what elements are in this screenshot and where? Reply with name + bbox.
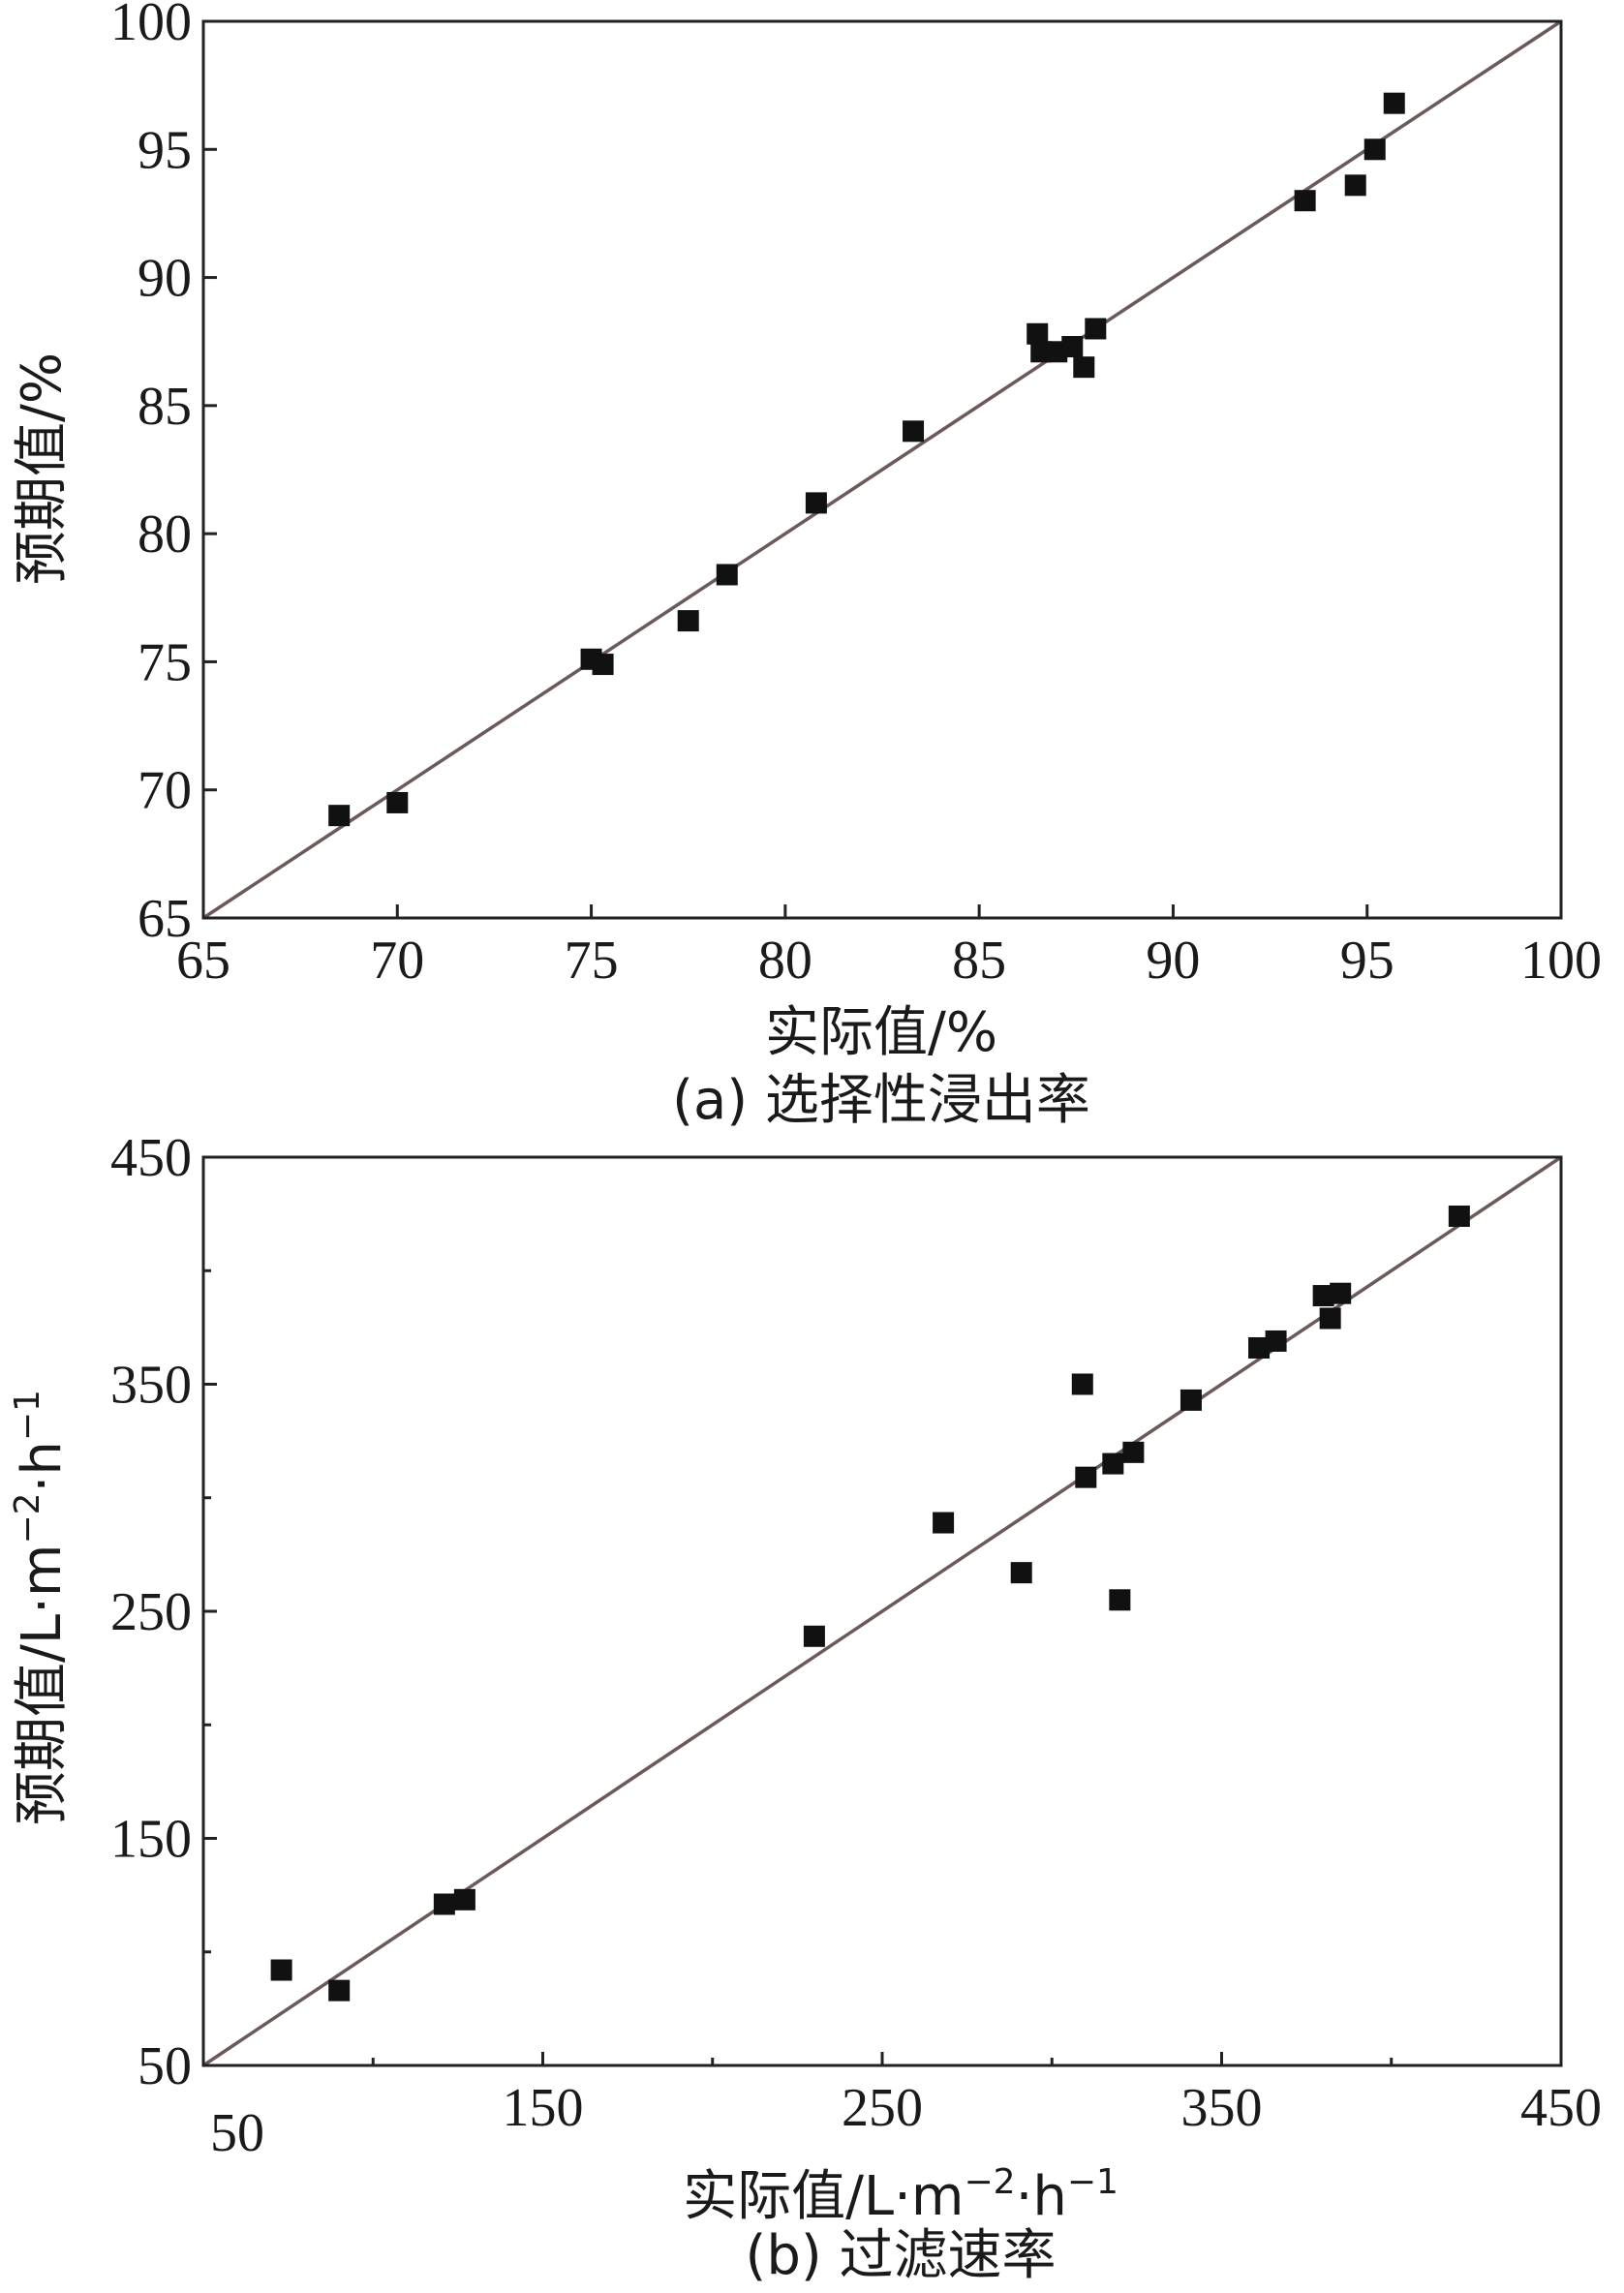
panel-b-reference-line [202, 1155, 1562, 2067]
panel-b-x-axis-label: 实际值/L·m−2·h−1 [683, 2162, 1118, 2228]
panel-a-selective-leaching: 65 70 75 80 85 90 95 100 65 70 75 80 85 90 95 100 实际值/… [11, 0, 1602, 1132]
panel-b-x-axis-label-exp1: −2 [964, 2162, 1015, 2202]
x-tick-label: 100 [1520, 931, 1602, 991]
y-tick-label: 450 [110, 1128, 192, 1188]
x-tick-label: 80 [758, 931, 812, 991]
data-point [805, 492, 827, 514]
y-tick-label: 50 [138, 2036, 192, 2096]
data-point [1294, 190, 1316, 212]
data-point [803, 1625, 825, 1647]
panel-b-y-tick-labels: 50 150 250 350 450 [110, 1128, 192, 2096]
data-point [592, 654, 614, 676]
panel-b-y-axis-label-exp1: −2 [8, 1492, 47, 1544]
y-tick-label: 350 [110, 1356, 192, 1416]
panel-b-y-axis-label-base: 预期值/L·m [11, 1544, 74, 1825]
y-tick-label: 150 [110, 1810, 192, 1870]
data-point [433, 1893, 455, 1915]
x-tick-label: 70 [370, 931, 424, 991]
data-point [1383, 92, 1405, 114]
panel-b-y-axis-label: 预期值/L·m−2·h−1 [8, 1390, 74, 1825]
x-tick-label: 85 [952, 931, 1006, 991]
data-point [1075, 1466, 1097, 1488]
x-tick-label: 95 [1340, 931, 1394, 991]
data-point [1344, 174, 1366, 197]
data-point [1319, 1307, 1341, 1330]
data-point [1180, 1389, 1202, 1411]
data-point [328, 805, 351, 827]
x-tick-label: 50 [210, 2103, 264, 2163]
panel-a-reference-line [202, 19, 1562, 920]
panel-a-y-axis-label: 预期值/% [11, 352, 74, 585]
data-point [1248, 1336, 1271, 1359]
x-tick-label: 450 [1520, 2078, 1602, 2138]
data-point [903, 420, 925, 443]
data-point [328, 1979, 351, 2002]
data-point [270, 1959, 292, 1981]
data-point [1026, 322, 1049, 345]
panel-a-x-tick-labels: 65 70 75 80 85 90 95 100 [176, 931, 1602, 991]
y-tick-label: 95 [138, 120, 192, 180]
y-tick-label: 100 [110, 0, 192, 52]
panel-a-y-tick-labels: 65 70 75 80 85 90 95 100 [110, 0, 192, 949]
y-tick-label: 80 [138, 504, 192, 565]
data-point [1010, 1562, 1032, 1584]
panel-b-caption: (b) 过滤速率 [745, 2224, 1056, 2287]
data-point [1061, 336, 1084, 358]
panel-b-x-tick-labels: 50 150 250 350 450 [210, 2078, 1602, 2163]
y-tick-label: 65 [138, 889, 192, 949]
data-point [386, 791, 409, 813]
panel-a-caption: (a) 选择性浸出率 [672, 1069, 1090, 1132]
panel-b-x-axis-label-exp2: −1 [1067, 2162, 1118, 2202]
y-tick-label: 85 [138, 377, 192, 437]
panel-b-y-axis-label-mid: ·h [11, 1441, 74, 1492]
x-tick-label: 250 [842, 2078, 923, 2138]
data-point [1109, 1589, 1131, 1611]
data-point [1102, 1452, 1124, 1475]
panel-a-ticks [201, 19, 1563, 920]
panel-b-plot-frame [201, 1155, 1563, 2067]
data-point [1265, 1330, 1287, 1352]
panel-b-y-axis-label-exp2: −1 [8, 1390, 47, 1441]
data-point [453, 1888, 475, 1911]
data-point [1448, 1205, 1470, 1227]
data-point [1085, 318, 1107, 340]
data-point [1122, 1441, 1145, 1463]
panel-b-points [270, 1205, 1470, 2002]
y-tick-label: 250 [110, 1582, 192, 1642]
data-point [1073, 356, 1095, 379]
data-point [1071, 1373, 1093, 1395]
panel-b-x-axis-label-base: 实际值/L·m [683, 2165, 964, 2228]
data-point [1330, 1282, 1352, 1304]
panel-a-x-axis-label: 实际值/% [765, 1001, 997, 1064]
panel-a-plot-frame [201, 19, 1563, 920]
data-point [716, 564, 738, 586]
data-point [1364, 138, 1386, 161]
panel-a-points [328, 92, 1405, 827]
panel-b-x-axis-label-mid: ·h [1016, 2165, 1067, 2228]
y-tick-label: 90 [138, 249, 192, 309]
data-point [1312, 1285, 1334, 1307]
panel-b-ticks [201, 1155, 1563, 2067]
data-point [933, 1512, 955, 1534]
data-point [677, 610, 699, 632]
y-tick-label: 70 [138, 761, 192, 821]
x-tick-label: 150 [503, 2078, 584, 2138]
x-tick-label: 75 [565, 931, 619, 991]
x-tick-label: 350 [1181, 2078, 1263, 2138]
x-tick-label: 90 [1146, 931, 1200, 991]
x-tick-label: 65 [176, 931, 230, 991]
y-tick-label: 75 [138, 632, 192, 692]
